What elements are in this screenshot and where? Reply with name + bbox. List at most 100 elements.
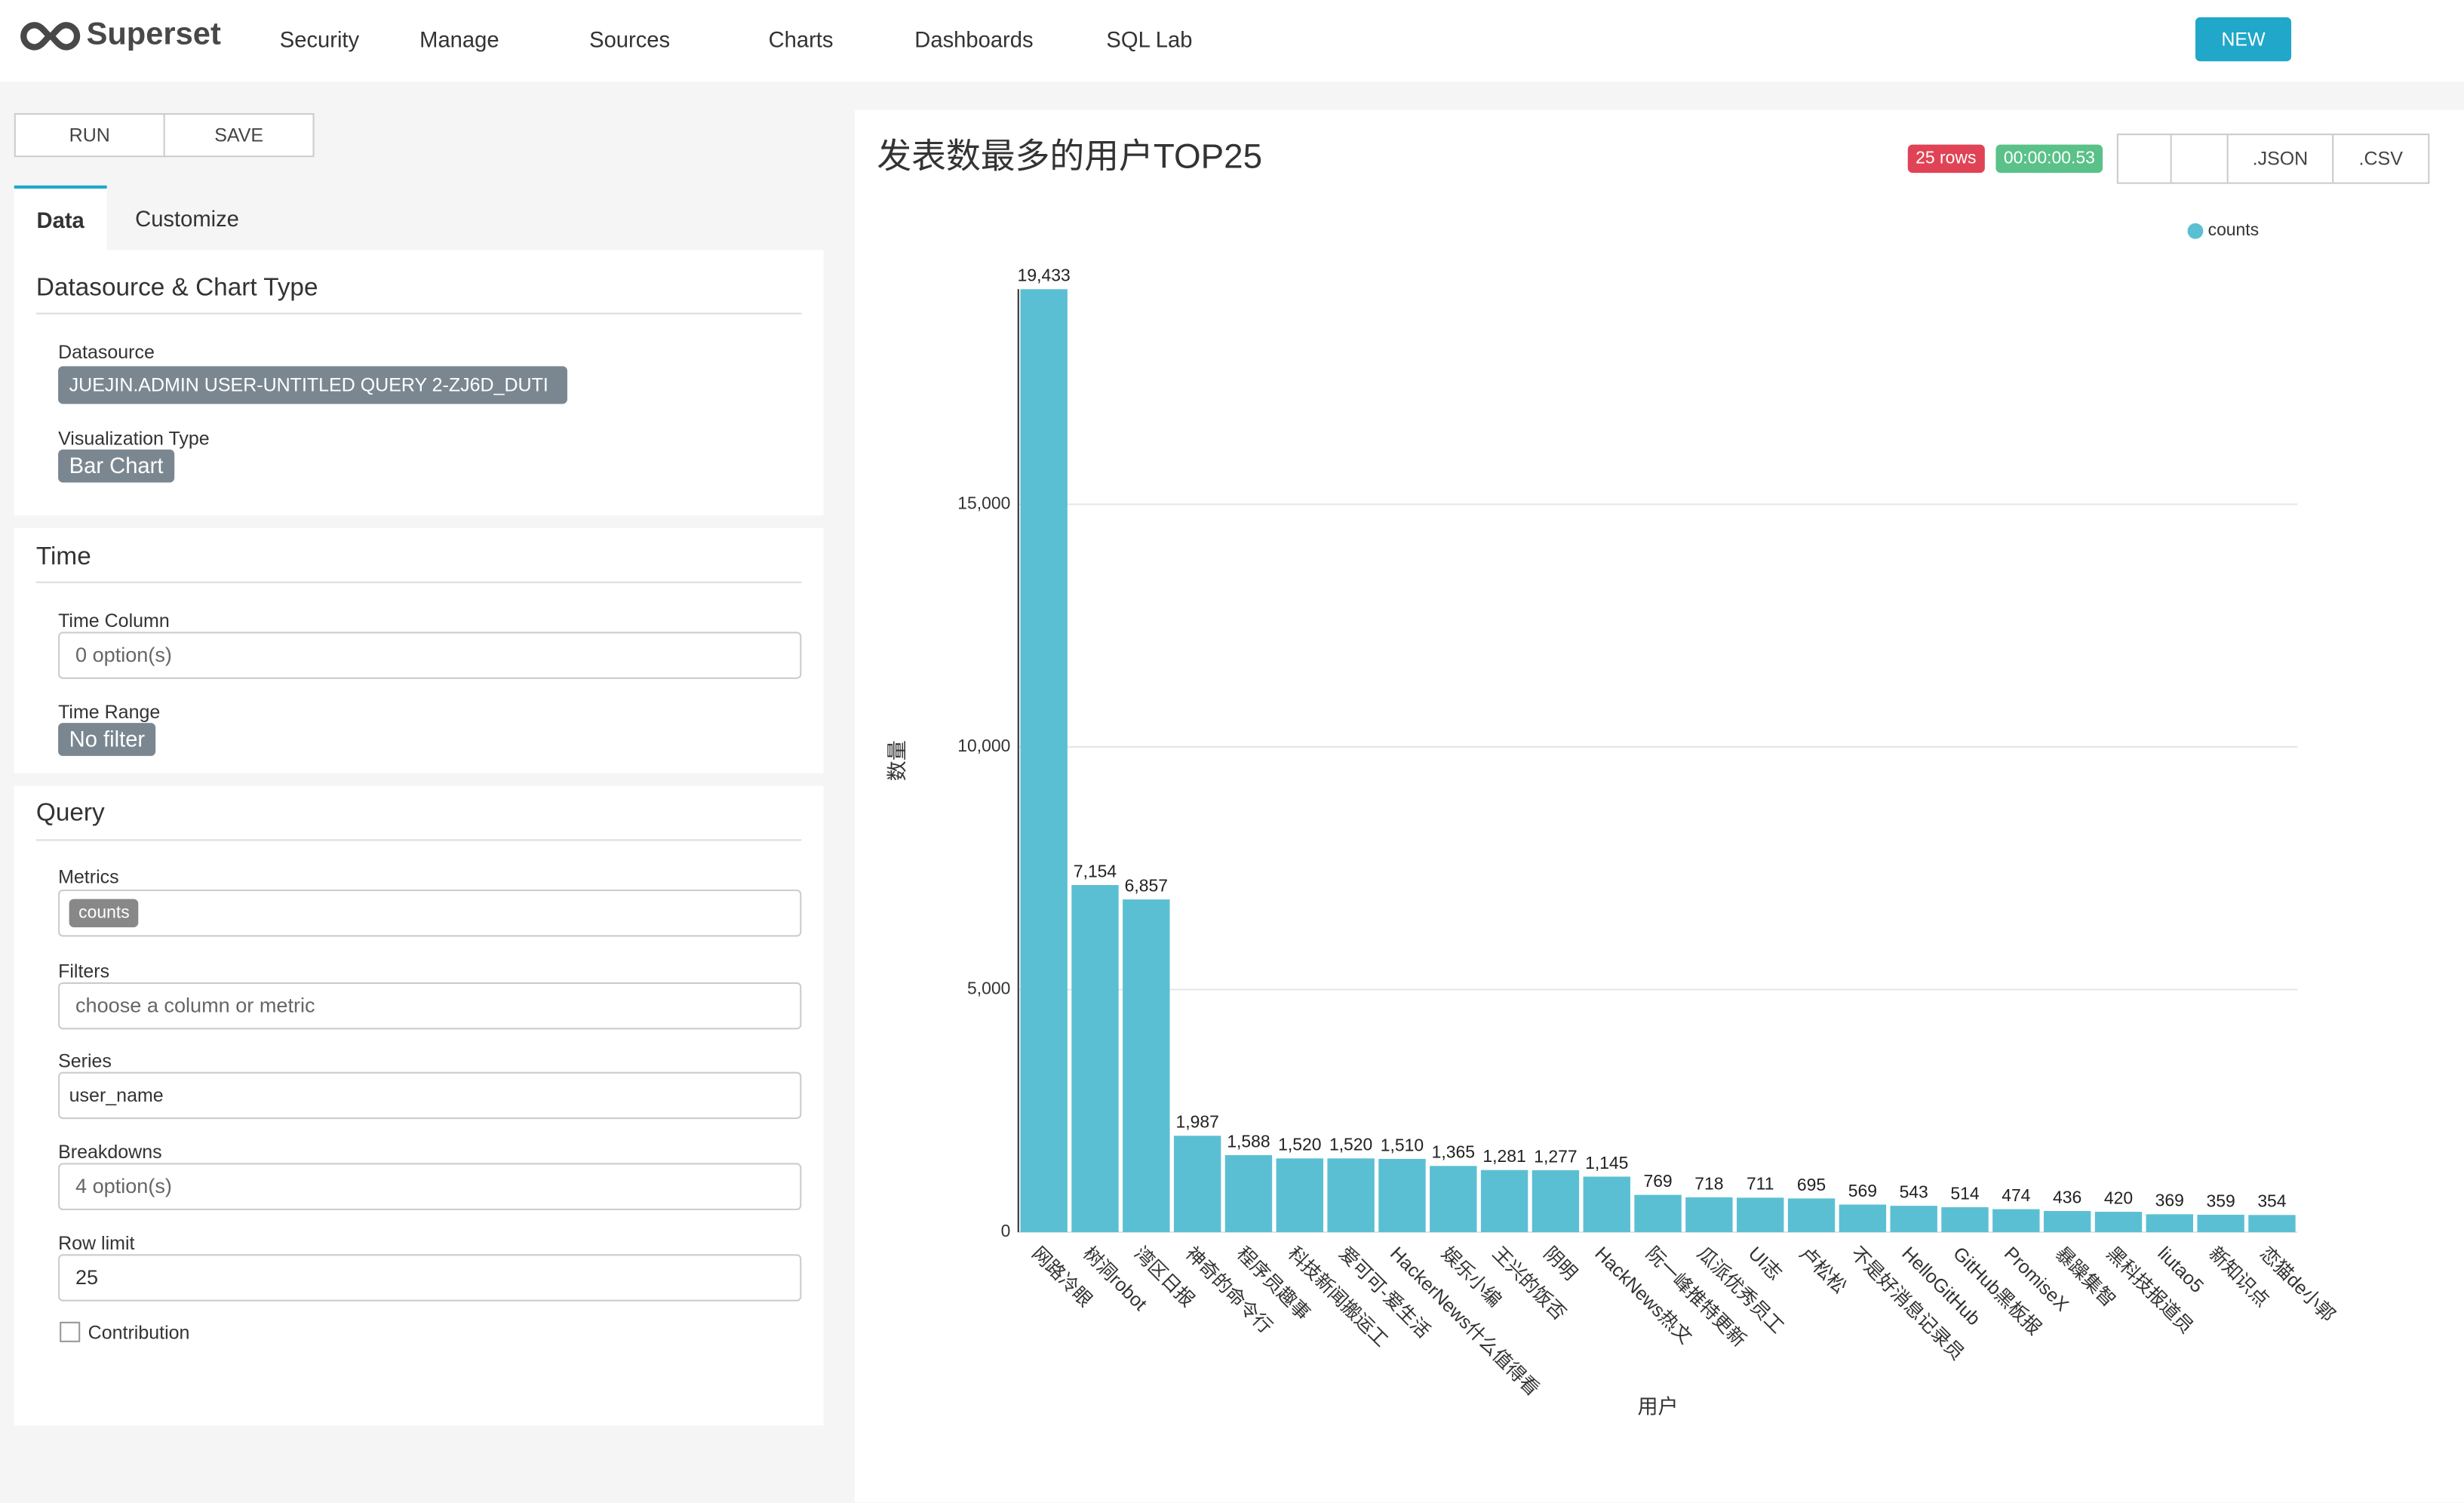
bar (1634, 1194, 1682, 1233)
bar (1224, 1154, 1273, 1233)
bar (2248, 1215, 2296, 1233)
bar (1839, 1204, 1887, 1233)
y-tick-label: 5,000 (967, 979, 1010, 998)
x-tick-label: GitHub黑板报 (1949, 1243, 2045, 1339)
bar (1123, 899, 1170, 1233)
section-title[interactable]: Time (35, 543, 91, 571)
nav-item[interactable]: SQL Lab (1106, 26, 1193, 52)
chart-panel (855, 109, 2464, 1503)
value-label: 711 (1747, 1174, 1774, 1194)
label: Visualization Type (58, 427, 210, 450)
select[interactable] (58, 889, 802, 937)
brand[interactable]: Superset (86, 17, 221, 52)
timer: 00:00:00.53 (1995, 144, 2103, 174)
value-label: 354 (2257, 1191, 2286, 1211)
label: Filters (58, 960, 110, 982)
label: Time Range (58, 701, 161, 724)
select[interactable]: 25 (58, 1254, 802, 1302)
bar (2094, 1212, 2143, 1233)
value-label: 543 (1900, 1182, 1928, 1202)
tab[interactable]: Customize (135, 205, 239, 232)
bar (1071, 884, 1119, 1233)
chart-title: 发表数最多的用户TOP25 (877, 137, 1262, 175)
value-label: 19,433 (1018, 266, 1071, 285)
new-button[interactable]: NEW (2195, 17, 2292, 62)
value-label: 1,987 (1175, 1112, 1218, 1132)
value-label: 6,857 (1125, 875, 1168, 895)
bar (1737, 1197, 1784, 1233)
bar (1430, 1166, 1477, 1233)
label: Row limit (58, 1232, 135, 1255)
bar (2146, 1214, 2193, 1233)
bar (1378, 1158, 1426, 1233)
series-tag[interactable]: user_name (69, 1084, 164, 1107)
value-label: 474 (2002, 1185, 2030, 1205)
value-label: 1,588 (1227, 1131, 1270, 1151)
value-label: 1,281 (1482, 1146, 1525, 1166)
control-panel (14, 250, 824, 1426)
time-range[interactable]: No filter (58, 723, 156, 756)
run-button[interactable]: RUN (14, 112, 165, 158)
value-label: 695 (1797, 1175, 1826, 1194)
bar (1327, 1158, 1375, 1233)
viz-type[interactable]: Bar Chart (58, 449, 175, 483)
section-title[interactable]: Query (35, 800, 105, 827)
bar (1941, 1207, 1989, 1233)
link-button[interactable] (2116, 134, 2174, 184)
value-label: 769 (1643, 1171, 1672, 1191)
label: Breakdowns (58, 1141, 162, 1163)
bar (1020, 289, 1068, 1233)
value-label: 359 (2207, 1191, 2235, 1210)
section-title[interactable]: Datasource & Chart Type (35, 275, 318, 302)
legend-label: counts (2208, 220, 2259, 239)
x-tick-label: 阴明 (1540, 1243, 1581, 1284)
value-label: 436 (2053, 1187, 2081, 1206)
label: Time Column (58, 610, 170, 632)
x-tick-label: 卢松松 (1796, 1243, 1851, 1298)
json-button[interactable]: .JSON (2226, 134, 2334, 184)
nav-item[interactable]: Manage (419, 26, 499, 52)
value-label: 420 (2104, 1188, 2133, 1207)
value-label: 718 (1694, 1173, 1723, 1193)
tab[interactable]: Data (14, 185, 107, 254)
nav-item[interactable]: Charts (768, 26, 834, 52)
nav-item[interactable]: Security (279, 26, 360, 52)
select[interactable] (58, 1071, 802, 1120)
value-label: 7,154 (1074, 861, 1117, 881)
datasource[interactable]: JUEJIN.ADMIN USER-UNTITLED QUERY 2-ZJ6D_… (58, 366, 567, 404)
select[interactable]: 4 option(s) (58, 1163, 802, 1210)
divider (35, 581, 802, 583)
nav-item[interactable]: Sources (589, 26, 671, 52)
bar (1276, 1158, 1324, 1233)
nav-item[interactable]: Dashboards (914, 26, 1034, 52)
row-count: 25 rows (1907, 144, 1984, 174)
label: Contribution (88, 1321, 190, 1344)
value-label: 569 (1848, 1181, 1877, 1200)
select[interactable]: 0 option(s) (58, 632, 802, 679)
embed-button[interactable] (2170, 134, 2229, 184)
value-label: 1,277 (1534, 1146, 1577, 1166)
divider (35, 839, 802, 841)
select[interactable]: choose a column or metric (58, 982, 802, 1030)
divider (35, 312, 802, 315)
metric-tag[interactable]: counts (69, 899, 140, 927)
save-button[interactable]: SAVE (163, 112, 315, 158)
checkbox[interactable] (60, 1321, 81, 1342)
legend-swatch (2187, 223, 2204, 239)
bar (1787, 1198, 1836, 1233)
navbar: Superset Security Manage Sources Charts … (0, 0, 2464, 82)
y-tick-label: 0 (1001, 1221, 1011, 1240)
y-axis-label: 数量 (886, 740, 909, 781)
bar (1173, 1136, 1221, 1233)
bar (1532, 1170, 1580, 1233)
label: Metrics (58, 865, 119, 888)
csv-button[interactable]: .CSV (2332, 134, 2430, 184)
bar (1480, 1170, 1528, 1233)
bar (1583, 1176, 1630, 1233)
x-axis-label: 用户 (1638, 1395, 1679, 1418)
value-label: 1,145 (1585, 1153, 1628, 1173)
bar (2197, 1214, 2244, 1233)
x-tick-label: UI志 (1744, 1243, 1786, 1284)
